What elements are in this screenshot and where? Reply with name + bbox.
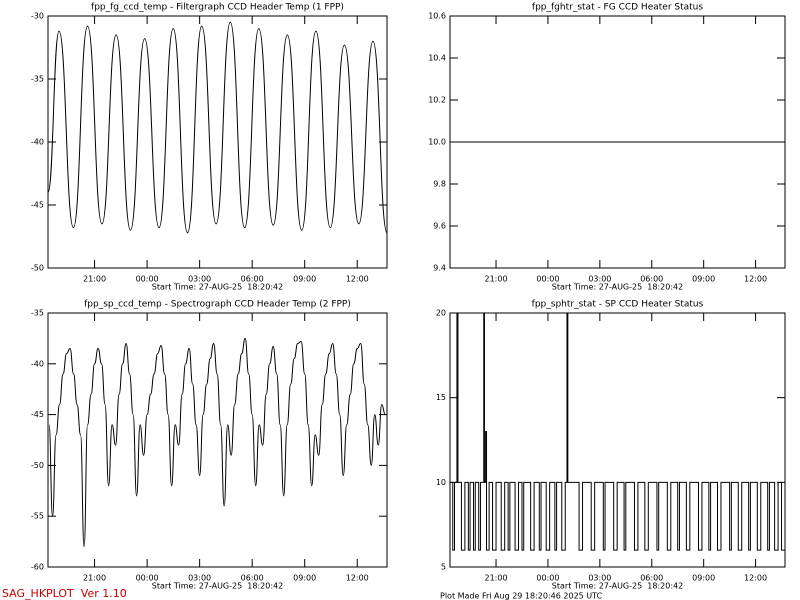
x-tick-label: 09:00 bbox=[293, 275, 316, 284]
data-line bbox=[47, 21, 388, 234]
x-tick-label: 00:00 bbox=[136, 574, 159, 583]
y-tick-label: -60 bbox=[31, 563, 44, 572]
x-tick-label: 09:00 bbox=[293, 574, 316, 583]
x-tick-label: 00:00 bbox=[536, 574, 559, 583]
y-tick-label: -45 bbox=[31, 410, 44, 419]
x-tick-label: 21:00 bbox=[83, 574, 106, 583]
x-tick-label: 06:00 bbox=[640, 574, 663, 583]
y-tick-label: -30 bbox=[31, 12, 44, 21]
panel-title: fpp_sp_ccd_temp - Spectrograph CCD Heade… bbox=[84, 300, 351, 310]
x-tick-label: 06:00 bbox=[640, 275, 663, 284]
x-tick-label: 03:00 bbox=[188, 275, 211, 284]
y-tick-label: -45 bbox=[31, 201, 44, 210]
x-tick-label: 00:00 bbox=[136, 275, 159, 284]
x-tick-label: 12:00 bbox=[346, 574, 369, 583]
plot-frame bbox=[449, 312, 786, 568]
y-tick-label: -35 bbox=[31, 75, 44, 84]
x-tick-label: 03:00 bbox=[588, 275, 611, 284]
x-tick-label: 12:00 bbox=[346, 275, 369, 284]
x-tick-label: 12:00 bbox=[744, 574, 767, 583]
x-tick-label: 12:00 bbox=[744, 275, 767, 284]
x-tick-label: 21:00 bbox=[484, 574, 507, 583]
x-tick-label: 03:00 bbox=[588, 574, 611, 583]
panel-title: fpp_fg_ccd_temp - Filtergraph CCD Header… bbox=[91, 3, 344, 13]
x-tick-label: 06:00 bbox=[241, 574, 264, 583]
x-tick-label: 09:00 bbox=[692, 275, 715, 284]
y-tick-label: 10.2 bbox=[428, 96, 446, 105]
y-tick-label: 10 bbox=[436, 478, 446, 487]
y-tick-label: 9.6 bbox=[433, 222, 446, 231]
y-tick-label: 10.6 bbox=[428, 12, 446, 21]
y-tick-label: -55 bbox=[31, 512, 44, 521]
panel-title: fpp_fghtr_stat - FG CCD Heater Status bbox=[532, 3, 703, 13]
x-axis-label: Start Time: 27-AUG-25 18:20:42 bbox=[152, 283, 283, 292]
x-tick-label: 09:00 bbox=[692, 574, 715, 583]
x-tick-label: 00:00 bbox=[536, 275, 559, 284]
y-tick-label: -40 bbox=[31, 359, 44, 368]
program-label: SAG_HKPLOT Ver 1.10 bbox=[2, 587, 127, 600]
plot-frame bbox=[47, 15, 388, 269]
x-axis-label: Start Time: 27-AUG-25 18:20:42 bbox=[152, 582, 283, 591]
x-tick-label: 06:00 bbox=[241, 275, 264, 284]
panel-title: fpp_sphtr_stat - SP CCD Heater Status bbox=[532, 300, 704, 310]
x-tick-label: 03:00 bbox=[188, 574, 211, 583]
y-tick-label: -40 bbox=[31, 138, 44, 147]
x-axis-label: Start Time: 27-AUG-25 18:20:42 bbox=[552, 582, 683, 591]
y-tick-label: -35 bbox=[31, 309, 44, 318]
plot-frame bbox=[47, 312, 388, 568]
y-tick-label: 9.8 bbox=[433, 180, 446, 189]
data-line bbox=[48, 337, 386, 548]
y-tick-label: 9.4 bbox=[433, 264, 446, 273]
y-tick-label: 10.0 bbox=[428, 138, 446, 147]
y-tick-label: 20 bbox=[436, 309, 446, 318]
y-tick-label: 5 bbox=[441, 563, 446, 572]
x-tick-label: 21:00 bbox=[83, 275, 106, 284]
plot-made-label: Plot Made Fri Aug 29 18:20:46 2025 UTC bbox=[440, 592, 603, 600]
plot-frame bbox=[449, 15, 786, 269]
x-tick-label: 21:00 bbox=[484, 275, 507, 284]
y-tick-label: -50 bbox=[31, 461, 44, 470]
y-tick-label: -50 bbox=[31, 264, 44, 273]
y-tick-label: 15 bbox=[436, 393, 446, 402]
y-tick-label: 10.4 bbox=[428, 54, 446, 63]
x-axis-label: Start Time: 27-AUG-25 18:20:42 bbox=[552, 283, 683, 292]
